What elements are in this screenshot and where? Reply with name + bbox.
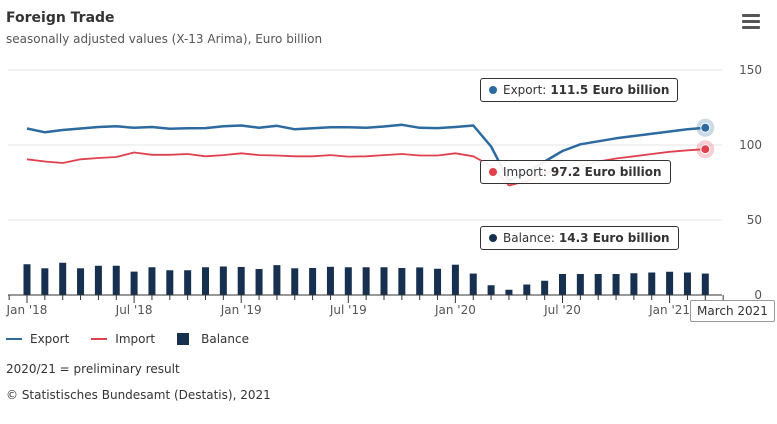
export-line-icon — [6, 338, 22, 340]
chart-subtitle: seasonally adjusted values (X-13 Arima),… — [6, 32, 323, 46]
balance-bar — [666, 271, 674, 295]
balance-bar — [612, 274, 620, 295]
balance-bar — [469, 273, 477, 295]
tooltip-x-label: March 2021 — [690, 300, 775, 322]
x-tick-label: Jan '21 — [648, 303, 690, 317]
tooltip-balance: Balance: 14.3 Euro billion — [480, 226, 679, 250]
balance-bar — [326, 266, 334, 295]
x-tick-label: Jan '20 — [434, 303, 476, 317]
import-line-icon — [91, 338, 108, 340]
y-tick-label: 150 — [739, 63, 762, 77]
balance-bar — [219, 266, 227, 295]
balance-bar — [77, 268, 85, 295]
tooltip-import-label: Import: — [503, 165, 547, 179]
balance-bar — [112, 265, 120, 295]
balance-bar — [487, 285, 495, 295]
import-marker — [700, 144, 711, 155]
balance-bar — [701, 273, 709, 295]
balance-bar — [576, 274, 584, 295]
balance-bar — [434, 268, 442, 295]
balance-bar — [594, 274, 602, 295]
balance-bar — [309, 268, 317, 295]
export-line — [26, 123, 706, 183]
tooltip-export-value: 111.5 Euro billion — [550, 83, 670, 97]
balance-bar — [166, 270, 174, 295]
x-tick-label: Jul '20 — [543, 303, 581, 317]
balance-bar — [202, 267, 209, 295]
balance-bar — [683, 272, 691, 295]
tooltip-export-label: Export: — [503, 83, 547, 97]
balance-bar — [273, 265, 281, 295]
balance-bar — [541, 280, 549, 295]
balance-bar — [630, 273, 638, 295]
credit-text: © Statistisches Bundesamt (Destatis), 20… — [6, 388, 271, 402]
import-dot-icon — [489, 168, 497, 176]
tooltip-import-value: 97.2 Euro billion — [550, 165, 662, 179]
balance-bar — [94, 265, 102, 295]
gridlines — [8, 69, 722, 221]
preliminary-note: 2020/21 = preliminary result — [6, 362, 180, 376]
tooltip-import: Import: 97.2 Euro billion — [480, 160, 671, 184]
chart-title: Foreign Trade — [6, 10, 115, 26]
balance-bar — [255, 269, 263, 295]
x-tick-label: Jan '19 — [220, 303, 262, 317]
balance-bar — [398, 268, 406, 295]
source-credit: © Statistisches Bundesamt (Destatis), 20… — [6, 388, 271, 402]
x-tick-label: Jan '18 — [6, 303, 48, 317]
legend-label-export: Export — [30, 332, 70, 346]
balance-bar — [291, 268, 299, 295]
legend-item-import[interactable]: Import — [91, 332, 155, 346]
y-tick-label: 50 — [747, 213, 762, 227]
export-dot-icon — [489, 86, 497, 94]
hover-markers — [696, 118, 715, 159]
balance-bar — [523, 284, 531, 295]
legend: Export Import Balance — [6, 332, 271, 346]
balance-bar — [559, 274, 566, 295]
tooltip-export: Export: 111.5 Euro billion — [480, 78, 679, 102]
legend-label-import: Import — [115, 332, 156, 346]
tooltip-balance-label: Balance: — [503, 231, 555, 245]
balance-bar — [41, 268, 49, 295]
balance-bar — [416, 267, 424, 295]
y-tick-label: 100 — [739, 138, 762, 152]
balance-bar — [23, 264, 31, 295]
export-marker — [700, 122, 711, 133]
x-axis: Jan '18 Jul '18 Jan '19 Jul '19 Jan '20 Jul '… — [6, 294, 724, 317]
legend-item-balance[interactable]: Balance — [177, 332, 249, 346]
balance-square-icon — [177, 333, 190, 345]
balance-bar — [648, 272, 656, 295]
balance-bar — [362, 267, 370, 295]
legend-label-balance: Balance — [201, 332, 249, 346]
balance-bar — [59, 262, 67, 295]
y-axis-labels: 0 50 100 150 — [739, 63, 762, 302]
x-tick-label: Jul '18 — [115, 303, 153, 317]
balance-bar — [380, 267, 388, 295]
balance-bar — [148, 267, 156, 295]
balance-bar — [184, 270, 192, 295]
y-tick-label: 0 — [754, 288, 762, 302]
balance-dot-icon — [489, 234, 497, 242]
balance-bar — [344, 267, 352, 295]
tooltip-balance-value: 14.3 Euro billion — [558, 231, 670, 245]
balance-bar — [237, 266, 245, 295]
hamburger-menu-icon[interactable] — [742, 14, 760, 30]
balance-bar — [505, 289, 513, 295]
balance-bars — [23, 262, 709, 295]
balance-bar — [130, 271, 138, 295]
balance-bar — [451, 264, 459, 295]
x-tick-label: Jul '19 — [329, 303, 367, 317]
legend-item-export[interactable]: Export — [6, 332, 69, 346]
